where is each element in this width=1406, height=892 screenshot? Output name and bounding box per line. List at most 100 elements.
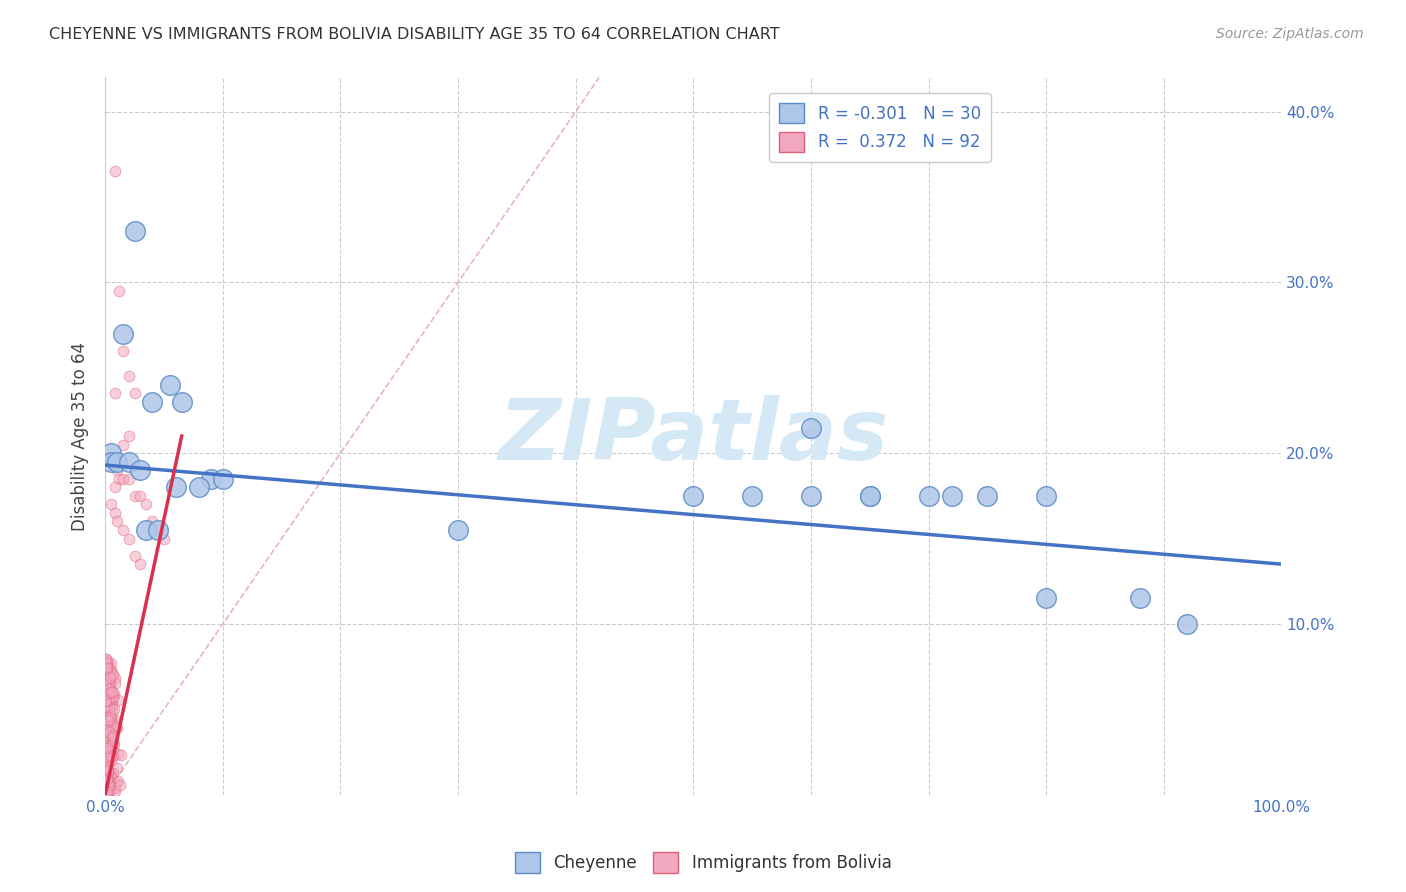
Point <box>800 420 823 434</box>
Point <box>97 665 120 680</box>
Point <box>110 747 132 762</box>
Point <box>96 729 118 743</box>
Point <box>94 710 117 724</box>
Point <box>97 656 120 670</box>
Point <box>101 668 124 682</box>
Point <box>153 532 176 546</box>
Point <box>97 671 120 685</box>
Point <box>118 369 141 384</box>
Point <box>104 386 127 401</box>
Point <box>100 731 122 746</box>
Point <box>108 778 131 792</box>
Point <box>200 472 222 486</box>
Point <box>97 713 120 727</box>
Point <box>96 659 118 673</box>
Point <box>94 776 117 790</box>
Point <box>98 782 121 797</box>
Point <box>96 687 118 701</box>
Point <box>97 657 120 672</box>
Point <box>96 698 118 712</box>
Point <box>1035 489 1057 503</box>
Point <box>100 698 122 713</box>
Point <box>100 735 122 749</box>
Point <box>104 781 127 796</box>
Point <box>100 656 122 670</box>
Point <box>170 395 193 409</box>
Point <box>111 472 134 486</box>
Point <box>97 682 120 697</box>
Point <box>103 729 125 743</box>
Point <box>104 776 127 790</box>
Point <box>800 489 823 503</box>
Point <box>97 681 120 696</box>
Point <box>96 700 118 714</box>
Point <box>94 660 117 674</box>
Point <box>97 715 120 730</box>
Point <box>96 723 118 737</box>
Point <box>135 497 157 511</box>
Point <box>96 717 118 731</box>
Point <box>98 661 121 675</box>
Point <box>94 709 117 723</box>
Legend: R = -0.301   N = 30, R =  0.372   N = 92: R = -0.301 N = 30, R = 0.372 N = 92 <box>769 93 991 162</box>
Legend: Cheyenne, Immigrants from Bolivia: Cheyenne, Immigrants from Bolivia <box>508 846 898 880</box>
Point <box>94 694 117 708</box>
Point <box>98 719 121 733</box>
Point <box>100 689 122 703</box>
Point <box>103 737 125 751</box>
Point <box>94 655 117 669</box>
Point <box>107 693 129 707</box>
Point <box>103 737 125 751</box>
Point <box>98 773 121 788</box>
Point <box>96 728 118 742</box>
Text: Source: ZipAtlas.com: Source: ZipAtlas.com <box>1216 27 1364 41</box>
Point <box>94 777 117 791</box>
Point <box>100 735 122 749</box>
Point <box>97 699 120 714</box>
Point <box>108 284 131 298</box>
Point <box>96 723 118 737</box>
Point <box>97 734 120 748</box>
Point <box>100 770 122 784</box>
Point <box>98 675 121 690</box>
Point <box>100 691 122 706</box>
Point <box>1035 591 1057 606</box>
Point <box>94 785 117 799</box>
Point <box>917 489 939 503</box>
Point <box>96 687 118 701</box>
Point <box>101 697 124 711</box>
Point <box>96 706 118 721</box>
Point <box>94 703 117 717</box>
Point <box>96 749 118 764</box>
Point <box>188 480 211 494</box>
Point <box>94 756 117 770</box>
Point <box>94 784 117 798</box>
Point <box>96 775 118 789</box>
Point <box>96 700 118 714</box>
Point <box>97 781 120 796</box>
Point <box>94 692 117 706</box>
Point <box>94 710 117 724</box>
Point <box>97 764 120 778</box>
Point <box>100 749 122 764</box>
Point <box>111 326 134 341</box>
Point <box>97 716 120 731</box>
Point <box>98 784 121 798</box>
Point <box>94 659 117 673</box>
Point <box>94 679 117 693</box>
Point <box>101 704 124 718</box>
Point <box>96 772 118 786</box>
Point <box>100 446 122 460</box>
Point <box>103 702 125 716</box>
Point <box>94 786 117 800</box>
Point <box>100 455 122 469</box>
Point <box>94 684 117 698</box>
Point <box>118 532 141 546</box>
Point <box>141 395 163 409</box>
Point <box>741 489 763 503</box>
Point <box>94 787 117 801</box>
Point <box>97 686 120 700</box>
Point <box>101 748 124 763</box>
Point <box>98 670 121 684</box>
Point <box>118 455 141 469</box>
